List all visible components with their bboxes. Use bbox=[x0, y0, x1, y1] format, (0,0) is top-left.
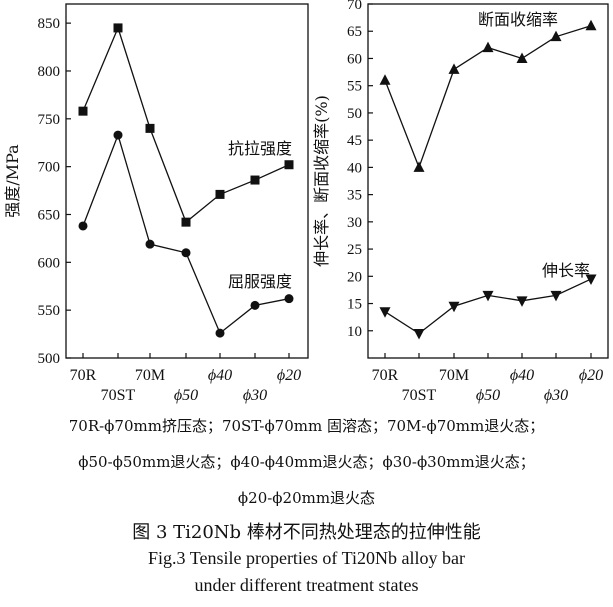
data-point bbox=[113, 23, 123, 33]
figure-caption-en-2: under different treatment states bbox=[194, 575, 419, 595]
data-point bbox=[78, 106, 88, 116]
y-tick-label: 30 bbox=[347, 215, 362, 231]
data-point bbox=[585, 19, 597, 31]
y-tick-label: 850 bbox=[38, 16, 61, 32]
series-label: 抗拉强度 bbox=[228, 139, 292, 158]
y-tick-label: 650 bbox=[38, 207, 61, 223]
series-label: 伸长率 bbox=[542, 261, 590, 280]
data-point bbox=[181, 248, 191, 258]
y-tick-label: 45 bbox=[347, 133, 362, 149]
y-tick-label: 600 bbox=[38, 255, 61, 271]
data-point bbox=[413, 161, 425, 172]
data-point bbox=[181, 217, 191, 227]
data-point bbox=[448, 301, 460, 313]
y-tick-label: 20 bbox=[347, 269, 362, 285]
data-point bbox=[379, 74, 391, 85]
series-line bbox=[384, 278, 592, 335]
y-tick-label: 55 bbox=[347, 79, 362, 95]
x-tick-label: 70ST bbox=[402, 387, 437, 404]
y-tick-label: 65 bbox=[347, 24, 362, 40]
note-line-2: ϕ50-ϕ50mm退火态；ϕ40-ϕ40mm退火态；ϕ30-ϕ30mm退火态； bbox=[78, 453, 535, 471]
y-axis-label: 伸长率、断面收缩率(%) bbox=[312, 95, 331, 267]
data-point bbox=[250, 300, 260, 310]
x-tick-label: ϕ30 bbox=[544, 387, 568, 404]
data-point bbox=[215, 189, 225, 199]
x-tick-label: 70M bbox=[439, 367, 469, 384]
x-tick-label: ϕ50 bbox=[174, 387, 198, 404]
data-point bbox=[482, 290, 494, 302]
data-point bbox=[482, 41, 494, 53]
data-point bbox=[250, 175, 260, 185]
y-tick-label: 550 bbox=[38, 303, 61, 319]
x-tick-label: ϕ40 bbox=[510, 367, 534, 384]
y-tick-label: 15 bbox=[347, 297, 362, 313]
y-tick-label: 10 bbox=[347, 324, 362, 340]
data-point bbox=[215, 328, 225, 338]
figure-caption-cn: 图 3 Ti20Nb 棒材不同热处理态的拉伸性能 bbox=[132, 522, 481, 543]
y-tick-label: 700 bbox=[38, 160, 61, 176]
data-point bbox=[78, 221, 88, 231]
data-point bbox=[516, 296, 528, 307]
y-tick-label: 750 bbox=[38, 112, 61, 128]
series-line bbox=[82, 26, 290, 224]
data-point bbox=[113, 130, 123, 140]
x-tick-label: 70R bbox=[372, 367, 399, 384]
y-tick-label: 70 bbox=[347, 0, 362, 13]
y-tick-label: 35 bbox=[347, 188, 362, 204]
data-point bbox=[379, 307, 391, 318]
data-point bbox=[448, 63, 460, 74]
plot-frame bbox=[367, 3, 609, 359]
x-tick-label: 70ST bbox=[101, 387, 136, 404]
y-tick-label: 800 bbox=[38, 64, 61, 80]
figure-caption-en-1: Fig.3 Tensile properties of Ti20Nb alloy… bbox=[148, 548, 465, 568]
figure-charts: 50055060065070075080085070R70ST70Mϕ50ϕ40… bbox=[3, 0, 609, 404]
x-tick-label: 70M bbox=[135, 367, 165, 384]
y-tick-label: 40 bbox=[347, 160, 362, 176]
data-point bbox=[585, 274, 597, 286]
data-point bbox=[284, 160, 294, 170]
y-tick-label: 50 bbox=[347, 106, 362, 122]
data-point bbox=[413, 328, 425, 340]
y-axis-label: 强度/MPa bbox=[3, 144, 22, 218]
data-point bbox=[145, 123, 155, 133]
y-tick-label: 500 bbox=[38, 351, 61, 367]
x-tick-label: ϕ30 bbox=[243, 387, 267, 404]
x-tick-label: ϕ20 bbox=[579, 367, 603, 384]
note-line-1: 70R-ϕ70mm挤压态；70ST-ϕ70mm 固溶态；70M-ϕ70mm退火态… bbox=[68, 417, 545, 435]
y-tick-label: 60 bbox=[347, 51, 362, 67]
x-tick-label: ϕ50 bbox=[476, 387, 500, 404]
data-point bbox=[550, 30, 562, 42]
y-tick-label: 25 bbox=[347, 242, 362, 258]
plot-frame bbox=[65, 3, 309, 359]
x-tick-label: ϕ40 bbox=[208, 367, 232, 384]
series-label: 断面收缩率 bbox=[478, 10, 558, 29]
data-point bbox=[145, 239, 155, 249]
data-point bbox=[284, 294, 294, 304]
data-point bbox=[550, 290, 562, 302]
x-tick-label: 70R bbox=[70, 367, 97, 384]
note-line-3: ϕ20-ϕ20mm退火态 bbox=[237, 489, 376, 507]
data-point bbox=[516, 52, 528, 63]
x-tick-label: ϕ20 bbox=[277, 367, 301, 384]
series-label: 屈服强度 bbox=[228, 272, 292, 291]
